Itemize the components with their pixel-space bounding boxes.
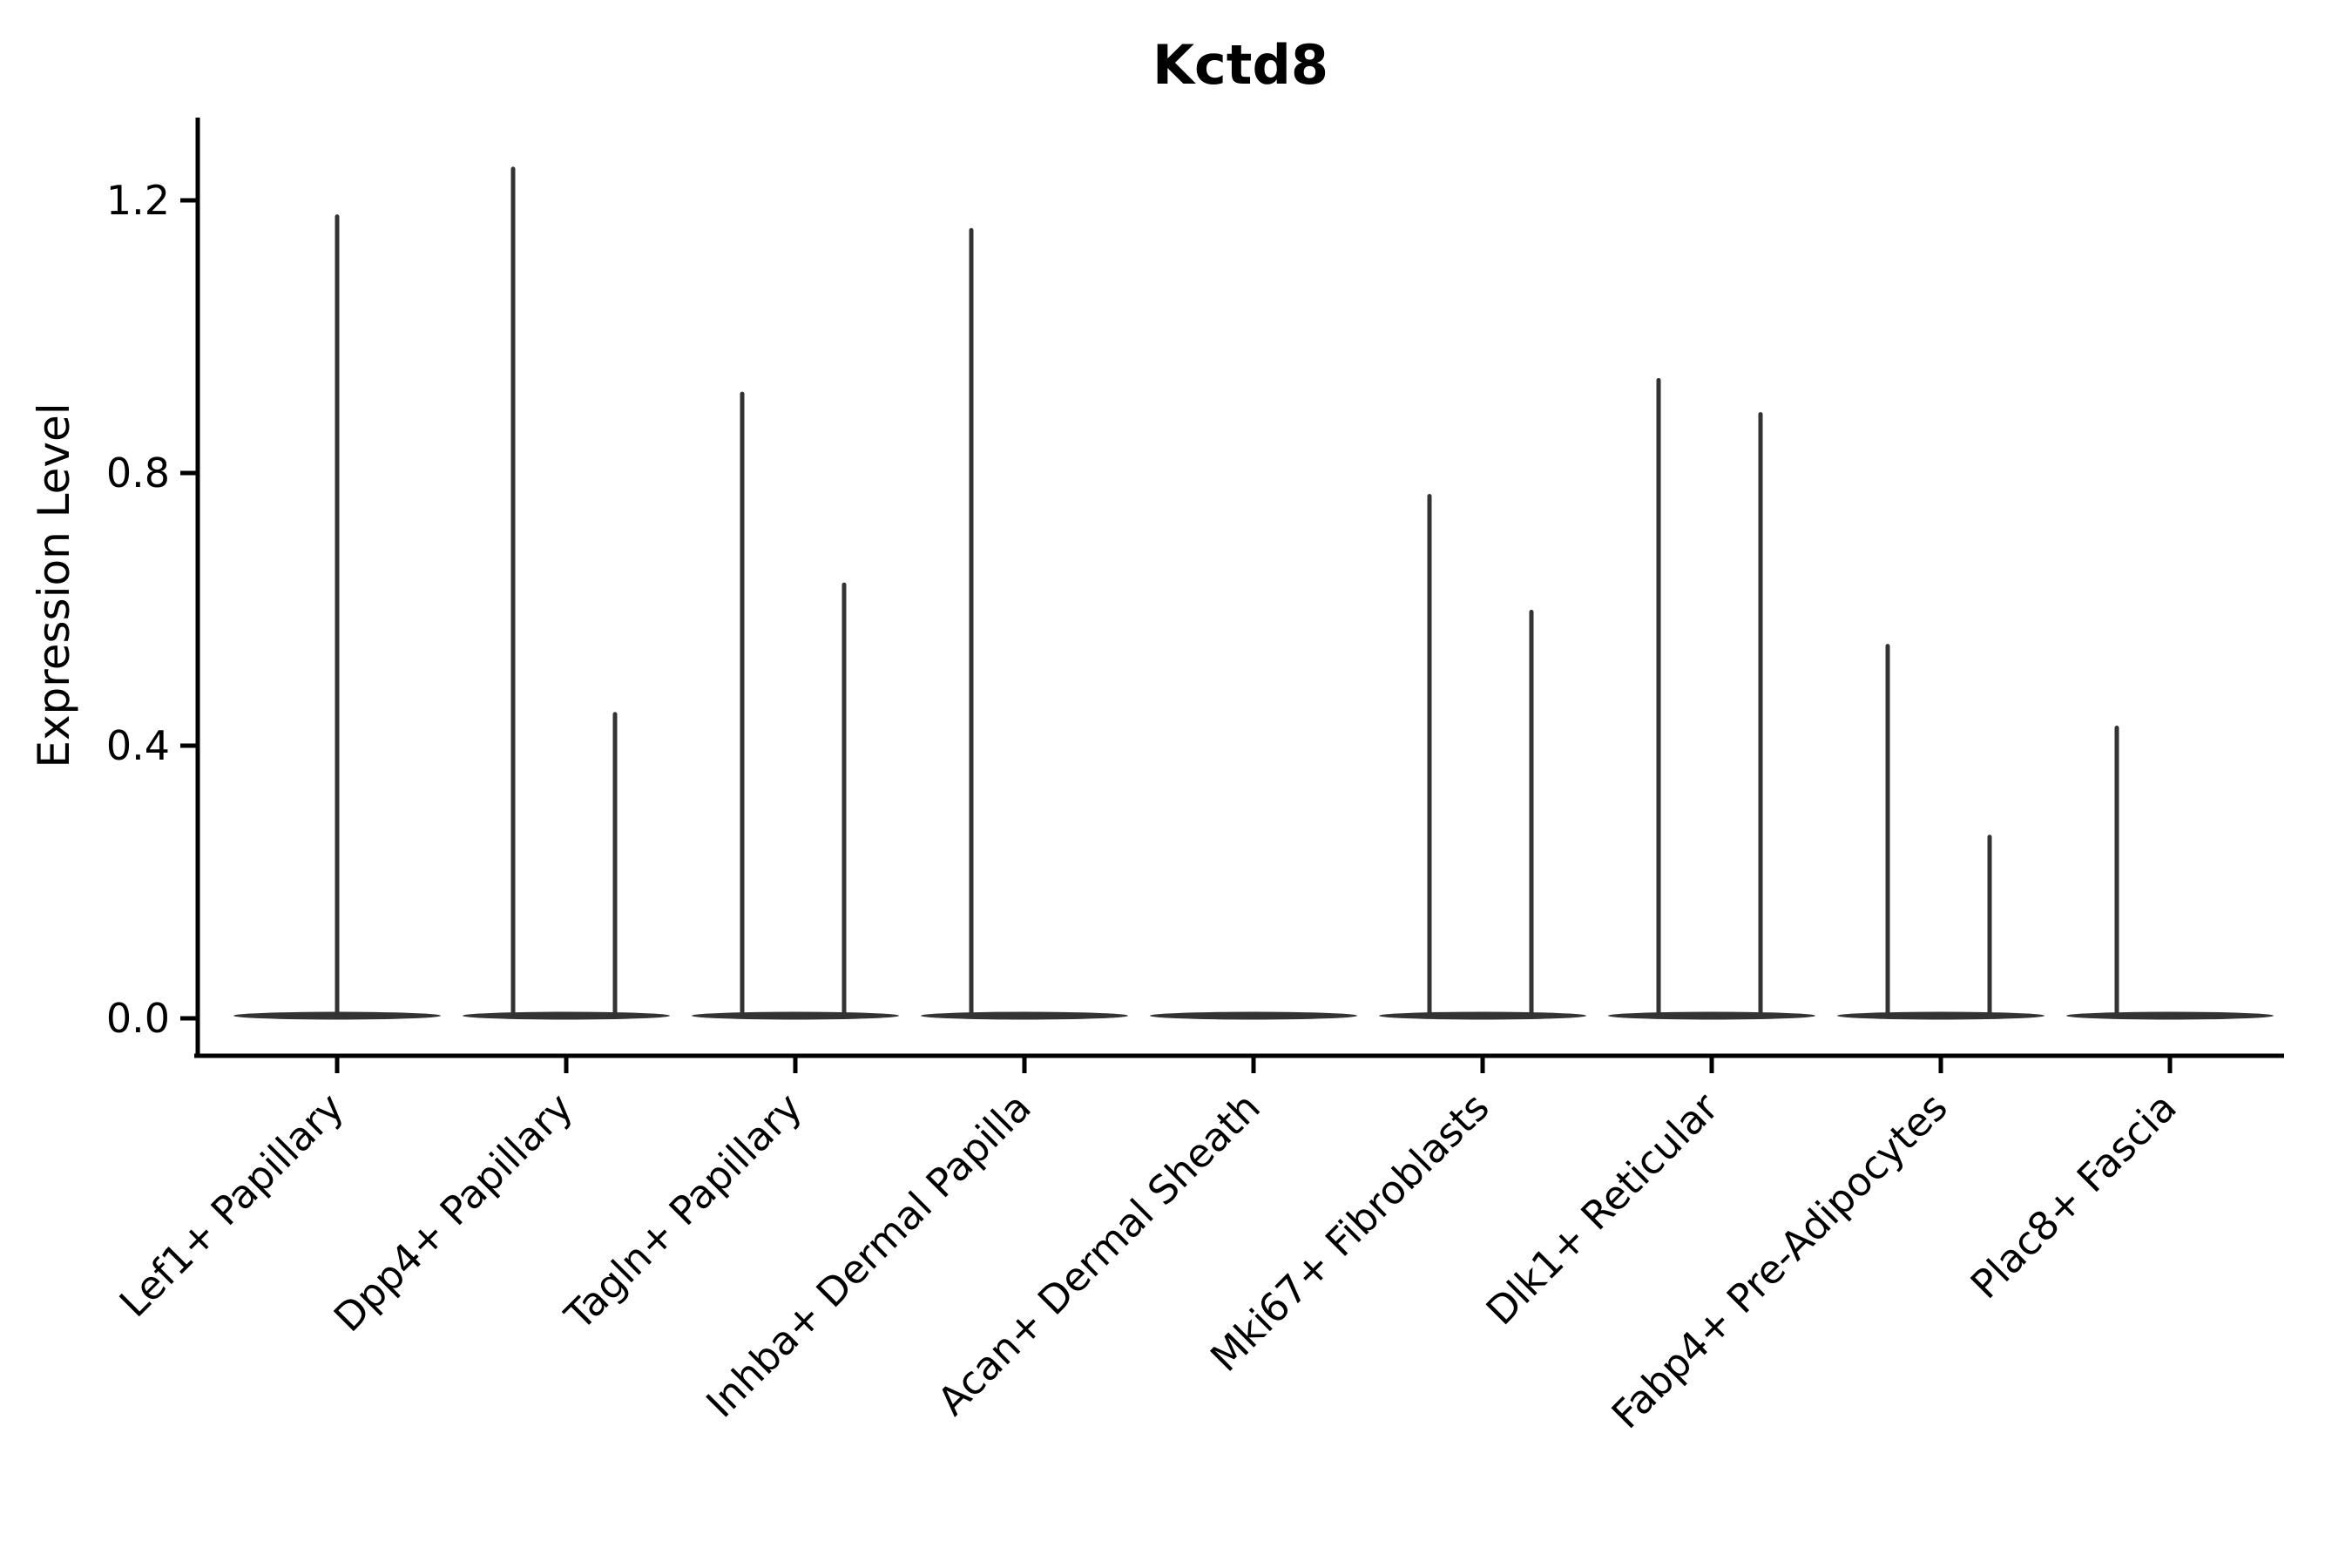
violin-body-dlk1-reticular [1608,1011,1815,1020]
y-tick-label-0-0: 0.0 [106,995,170,1042]
y-tick-label-1-2: 1.2 [106,177,170,224]
y-axis-title: Expression Level [29,402,79,768]
x-tick-label-tagln-papillary: Tagln+ Papillary [556,1084,811,1339]
y-tick-label-0-8: 0.8 [106,449,170,497]
chart-title: Kctd8 [1152,33,1328,97]
violin-body-lef1-papillary [233,1011,441,1020]
violin-body-mki67-fibroblasts [1379,1011,1586,1020]
x-tick-label-plac8-fascia: Plac8+ Fascia [1962,1084,2186,1308]
x-tick-label-dlk1-reticular: Dlk1+ Reticular [1477,1084,1727,1334]
violin-body-acan-dermal-sheath [1150,1011,1357,1020]
y-tick-label-0-4: 0.4 [106,722,170,769]
violin-body-fabp4-pre-adipocytes [1837,1011,2044,1020]
violin-body-plac8-fascia [2066,1011,2274,1020]
violin-body-tagln-papillary [692,1011,899,1020]
violin-body-inhba-dermal-papilla [921,1011,1128,1020]
violin-body-dpp4-papillary [463,1011,670,1020]
x-tick-label-lef1-papillary: Lef1+ Papillary [111,1084,353,1326]
x-tick-label-dpp4-papillary: Dpp4+ Papillary [325,1084,582,1341]
